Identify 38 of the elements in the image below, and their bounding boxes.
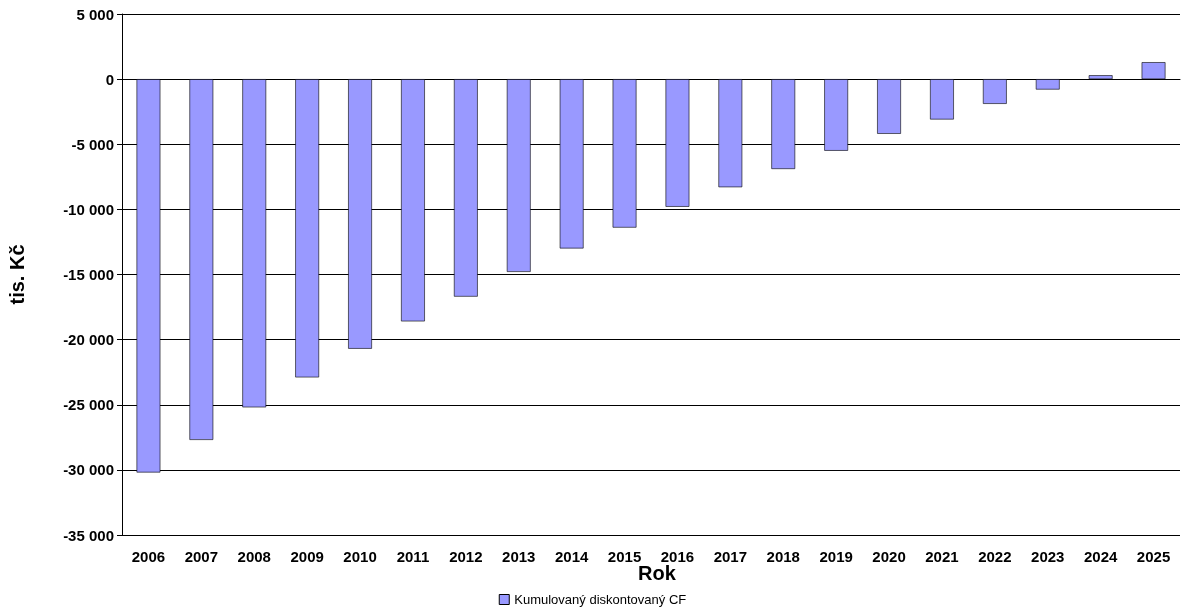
x-tick-label: 2012 [449, 548, 483, 565]
x-tick-label: 2015 [607, 548, 642, 565]
bar [982, 79, 1007, 104]
bar [930, 79, 954, 120]
x-tick-label: 2025 [1136, 548, 1171, 565]
x-tick-label: 2013 [502, 548, 536, 565]
x-tick-label: 2021 [925, 548, 959, 565]
y-tick-label: -15 000 [63, 266, 114, 283]
y-tick-label: 0 [105, 70, 114, 88]
x-tick-label: 2023 [1031, 548, 1065, 565]
x-axis-title: Rok [638, 562, 677, 584]
y-tick-label: -5 000 [71, 135, 114, 153]
x-tick-label: 2006 [131, 548, 166, 565]
x-tick-label: 2010 [343, 548, 377, 565]
bar [877, 79, 901, 134]
x-tick-label: 2020 [872, 548, 906, 565]
bar [1088, 75, 1113, 80]
y-tick-label: -10 000 [63, 200, 114, 218]
x-tick-label: 2008 [237, 548, 271, 565]
x-tick-label: 2019 [819, 548, 853, 565]
x-tick-label: 2011 [396, 548, 430, 565]
y-tick-label: -20 000 [63, 331, 114, 349]
x-tick-label: 2022 [978, 548, 1012, 565]
x-tick-label: 2009 [290, 548, 324, 565]
x-tick-label: 2016 [660, 548, 695, 565]
legend-label: Kumulovaný diskontovaný CF [514, 592, 687, 607]
y-tick-label: 5 000 [76, 5, 114, 23]
bar [1141, 62, 1166, 80]
y-tick-label: -25 000 [63, 396, 114, 414]
y-tick-label: -30 000 [63, 461, 114, 479]
x-tick-label: 2018 [766, 548, 800, 565]
x-tick-label: 2017 [713, 548, 748, 565]
x-tick-label: 2024 [1083, 548, 1118, 565]
y-tick-label: -35 000 [63, 526, 114, 544]
y-axis-title: tis. Kč [6, 244, 28, 305]
x-tick-label: 2007 [184, 548, 219, 565]
x-tick-label: 2014 [554, 548, 589, 565]
bar [1035, 79, 1060, 90]
